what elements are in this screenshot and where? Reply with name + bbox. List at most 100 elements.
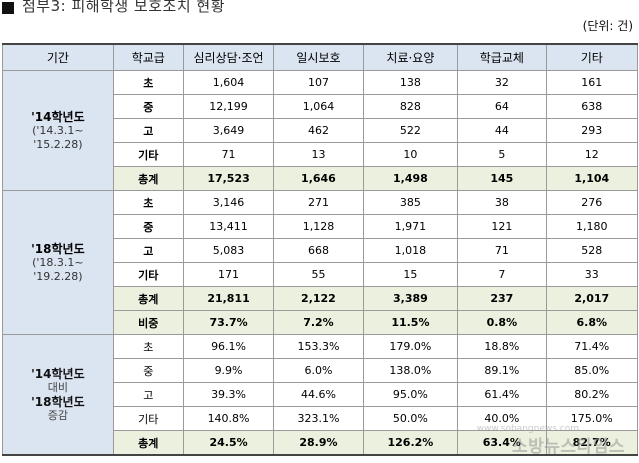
value-cell: 1,104 [545, 166, 639, 191]
table-row: 중 9.9% 6.0% 138.0% 89.1% 85.0% [3, 358, 639, 383]
value-cell: 126.2% [362, 430, 459, 456]
value-cell: 6.8% [545, 310, 639, 335]
value-cell: 11.5% [362, 310, 459, 335]
value-cell: 38 [457, 190, 547, 215]
value-cell: 85.0% [545, 358, 639, 383]
level-cell: 초 [112, 70, 184, 95]
total-row: 총계 21,811 2,122 3,389 237 2,017 [3, 286, 639, 311]
level-cell: 총계 [112, 286, 184, 311]
value-cell: 5,083 [182, 238, 275, 263]
value-cell: 71 [457, 238, 547, 263]
value-cell: 7.2% [273, 310, 364, 335]
table-row: 고 5,083 668 1,018 71 528 [3, 238, 639, 263]
level-cell: 중 [112, 94, 184, 119]
watermark-url: www.sobangnews.com [476, 424, 579, 434]
value-cell: 18.8% [457, 334, 547, 359]
value-cell: 95.0% [362, 382, 459, 407]
value-cell: 6.0% [273, 358, 364, 383]
level-cell: 초 [112, 334, 184, 359]
value-cell: 121 [457, 214, 547, 239]
table-row: 기타 71 13 10 5 12 [3, 142, 639, 167]
value-cell: 638 [545, 94, 639, 119]
value-cell: 50.0% [362, 406, 459, 431]
value-cell: 24.5% [182, 430, 275, 456]
value-cell: 9.9% [182, 358, 275, 383]
value-cell: 64 [457, 94, 547, 119]
value-cell: 161 [545, 70, 639, 95]
value-cell: 40.0% [457, 406, 547, 431]
value-cell: 462 [273, 118, 364, 143]
value-cell: 13,411 [182, 214, 275, 239]
table-row: '18학년도 ('18.3.1~ '19.2.28) 초 3,146 271 3… [2, 190, 639, 335]
value-cell: 5 [457, 142, 547, 167]
level-cell: 초 [112, 190, 184, 215]
value-cell: 276 [545, 190, 639, 215]
value-cell: 28.9% [273, 430, 364, 456]
value-cell: 44 [457, 118, 547, 143]
level-cell: 총계 [112, 166, 184, 191]
header-period: 기간 [2, 43, 114, 71]
total-row: 총계 24.5% 28.9% 126.2% 63.4% 82.7% [3, 430, 639, 456]
header-other: 기타 [545, 43, 639, 71]
value-cell: 12 [545, 142, 639, 167]
period-2018-cell: '18학년도 ('18.3.1~ '19.2.28) [2, 190, 114, 335]
value-cell: 107 [273, 70, 364, 95]
unit-label: (단위: 건) [582, 19, 633, 33]
watermark-logo: 소방뉴스타임스 [512, 437, 625, 457]
level-cell: 중 [112, 358, 184, 383]
value-cell: 522 [362, 118, 459, 143]
square-bullet-icon [2, 2, 14, 14]
header-row: 기간 학교급 심리상담·조언 일시보호 치료·요양 학급교체 기타 [2, 43, 639, 71]
period-2014-cell: '14학년도 ('14.3.1~ '15.2.28) [2, 70, 114, 191]
value-cell: 33 [545, 262, 639, 287]
level-cell: 비중 [112, 310, 184, 335]
value-cell: 12,199 [182, 94, 275, 119]
value-cell: 71.4% [545, 334, 639, 359]
value-cell: 71 [182, 142, 275, 167]
level-cell: 고 [112, 118, 184, 143]
level-cell: 기타 [112, 406, 184, 431]
level-cell: 총계 [112, 430, 184, 456]
value-cell: 63.4% [457, 430, 547, 456]
header-temporary-protection: 일시보호 [273, 43, 364, 71]
header-counseling: 심리상담·조언 [182, 43, 275, 71]
value-cell: 140.8% [182, 406, 275, 431]
value-cell: 828 [362, 94, 459, 119]
value-cell: 3,389 [362, 286, 459, 311]
value-cell: 3,649 [182, 118, 275, 143]
value-cell: 175.0% [545, 406, 639, 431]
value-cell: 21,811 [182, 286, 275, 311]
value-cell: 153.3% [273, 334, 364, 359]
value-cell: 55 [273, 262, 364, 287]
level-cell: 기타 [112, 142, 184, 167]
share-row: 비중 73.7% 7.2% 11.5% 0.8% 6.8% [3, 310, 639, 335]
protection-measures-table: 기간 학교급 심리상담·조언 일시보호 치료·요양 학급교체 기타 '14학년도… [2, 43, 639, 456]
value-cell: 179.0% [362, 334, 459, 359]
value-cell: 385 [362, 190, 459, 215]
table-row: '14학년도 ('14.3.1~ '15.2.28) 초 1,604 107 1… [2, 70, 639, 191]
value-cell: 145 [457, 166, 547, 191]
value-cell: 323.1% [273, 406, 364, 431]
total-row: 총계 17,523 1,646 1,498 145 1,104 [3, 166, 639, 191]
value-cell: 1,180 [545, 214, 639, 239]
value-cell: 1,018 [362, 238, 459, 263]
value-cell: 73.7% [182, 310, 275, 335]
value-cell: 1,064 [273, 94, 364, 119]
value-cell: 1,128 [273, 214, 364, 239]
value-cell: 15 [362, 262, 459, 287]
value-cell: 271 [273, 190, 364, 215]
value-cell: 528 [545, 238, 639, 263]
value-cell: 237 [457, 286, 547, 311]
value-cell: 171 [182, 262, 275, 287]
value-cell: 44.6% [273, 382, 364, 407]
header-class-change: 학급교체 [457, 43, 547, 71]
value-cell: 82.7% [545, 430, 639, 456]
level-cell: 고 [112, 238, 184, 263]
value-cell: 7 [457, 262, 547, 287]
value-cell: 138 [362, 70, 459, 95]
title-row: 첨부3: 피해학생 보호조치 현황 [0, 0, 639, 22]
value-cell: 80.2% [545, 382, 639, 407]
level-cell: 중 [112, 214, 184, 239]
header-treatment: 치료·요양 [362, 43, 459, 71]
value-cell: 668 [273, 238, 364, 263]
